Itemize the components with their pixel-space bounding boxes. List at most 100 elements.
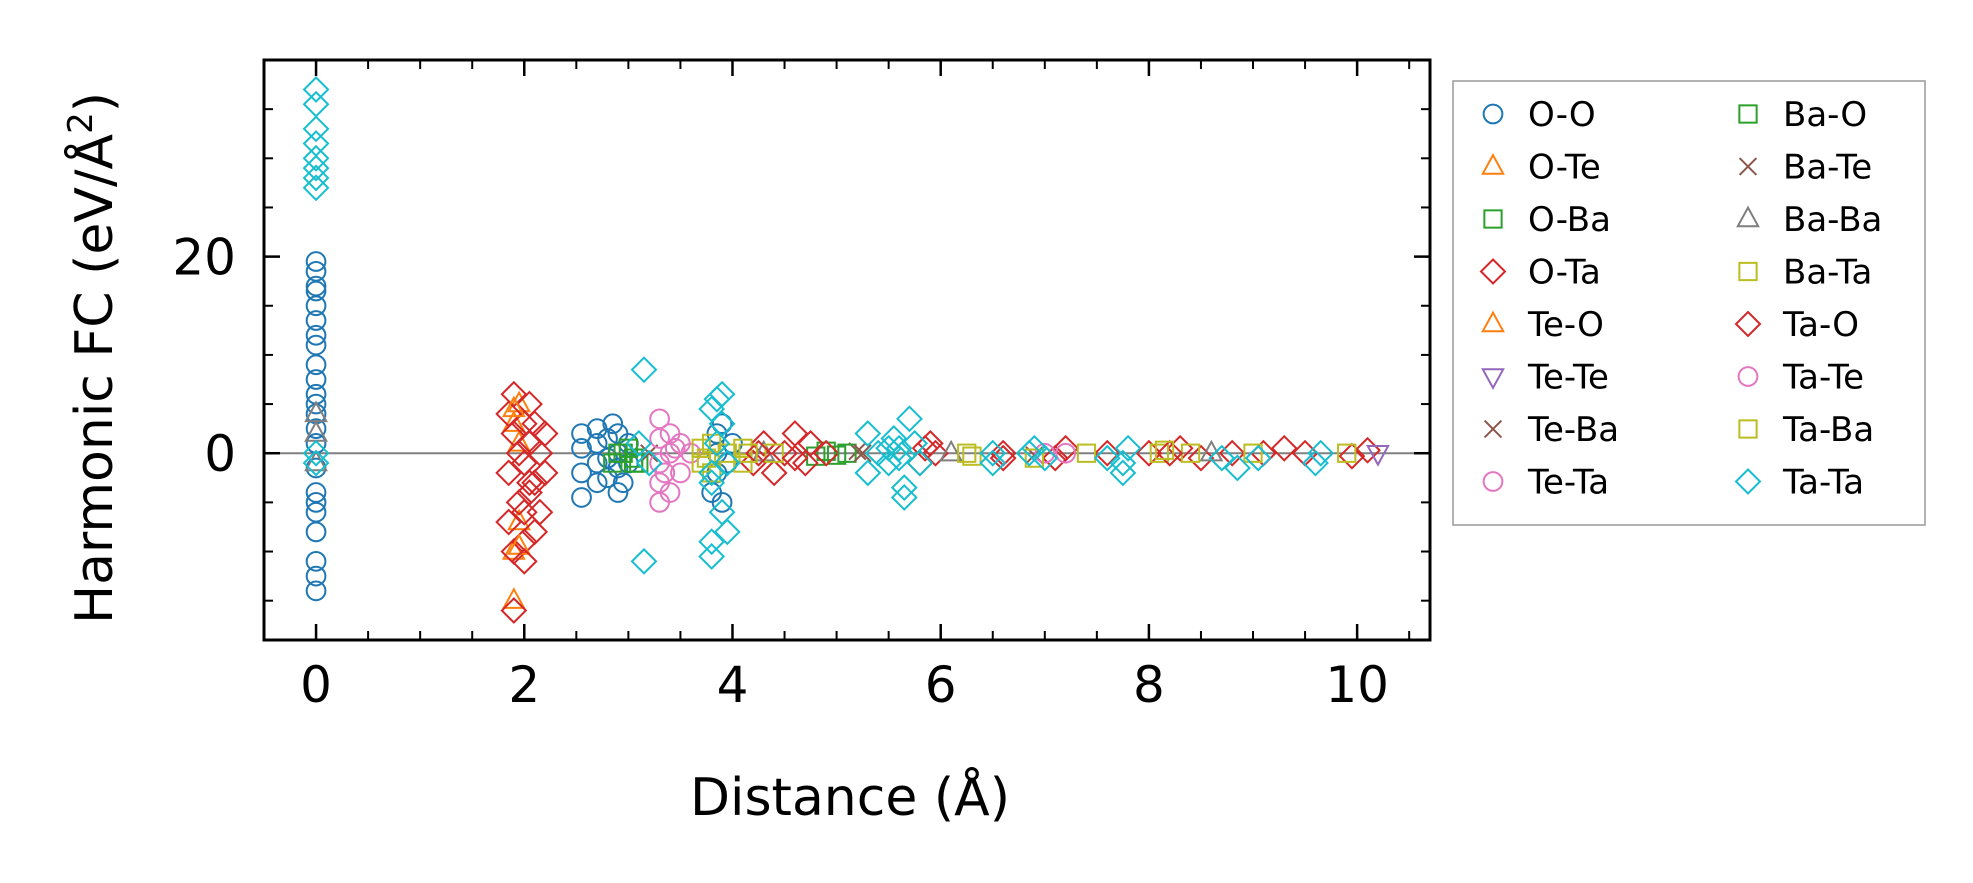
- legend-marker: [1481, 310, 1505, 333]
- data-point: [738, 443, 758, 463]
- legend-marker: [1481, 153, 1505, 175]
- data-point: [302, 154, 330, 182]
- data-point: [495, 459, 523, 487]
- data-point: [305, 310, 327, 331]
- data-point: [302, 115, 330, 143]
- y-axis-label-superscript: 2: [61, 112, 101, 134]
- data-point: [305, 580, 327, 602]
- x-tick-label: 0: [300, 656, 332, 714]
- series-te-ta: [649, 408, 1076, 513]
- data-point: [302, 164, 330, 192]
- data-point: [713, 449, 741, 477]
- data-point: [305, 482, 327, 503]
- series-ta-ta: [302, 76, 1335, 575]
- data-point: [495, 508, 523, 536]
- data-point: [510, 547, 538, 575]
- data-point: [837, 443, 857, 463]
- data-point: [302, 449, 330, 477]
- data-point: [500, 420, 528, 447]
- data-point: [708, 380, 736, 408]
- legend-item: Te-Ta: [1482, 463, 1609, 503]
- data-point: [922, 439, 949, 467]
- data-point: [703, 429, 731, 457]
- legend-marker: [1734, 310, 1762, 338]
- legend-marker: [1479, 258, 1507, 285]
- data-point: [764, 443, 784, 463]
- legend: O-O O-Te O-Ba O-Ta Te-O Te-Te Te-Ba Te-Ta Ba-O Ba…: [1452, 80, 1926, 526]
- data-point: [939, 439, 963, 462]
- data-point: [853, 444, 872, 463]
- data-point: [703, 385, 731, 413]
- legend-marker: [1734, 468, 1762, 495]
- data-point: [305, 251, 327, 272]
- data-point: [711, 492, 733, 513]
- data-point: [507, 429, 531, 452]
- legend-item: Ba-Ta: [1738, 253, 1872, 293]
- data-point: [571, 462, 592, 484]
- data-point: [501, 587, 526, 609]
- data-point: [979, 449, 1007, 477]
- legend-label: Te-Te: [1527, 358, 1609, 398]
- data-point: [698, 459, 726, 487]
- data-point: [698, 543, 726, 570]
- y-tick-label: 20: [172, 229, 236, 287]
- data-point: [875, 434, 903, 462]
- data-point: [495, 400, 523, 428]
- data-point: [607, 457, 629, 479]
- data-point: [890, 484, 918, 511]
- legend-marker: [1737, 366, 1759, 387]
- data-point: [1109, 459, 1137, 487]
- legend-marker: [1482, 471, 1504, 492]
- legend-label: Ba-Te: [1783, 148, 1872, 188]
- data-point: [531, 420, 559, 447]
- data-point: [1034, 442, 1056, 464]
- data-point: [305, 565, 327, 587]
- series-ta-o: [510, 410, 1184, 575]
- legend-label: Ba-Ta: [1783, 253, 1872, 293]
- data-point: [516, 479, 543, 506]
- x-tick-label: 8: [1133, 656, 1165, 714]
- legend-marker: [1738, 261, 1758, 282]
- legend-item: Ta-O: [1734, 305, 1859, 345]
- legend-item: Ba-O: [1738, 95, 1867, 135]
- data-point: [896, 405, 923, 433]
- data-point: [826, 445, 847, 465]
- data-point: [733, 453, 753, 473]
- data-point: [906, 449, 934, 477]
- legend-label: Ba-Ba: [1783, 200, 1882, 240]
- data-point: [957, 443, 977, 463]
- data-point: [739, 449, 767, 477]
- data-point: [305, 354, 327, 376]
- data-point: [1109, 449, 1137, 477]
- data-point: [848, 442, 867, 461]
- data-point: [670, 433, 691, 454]
- legend-label: O-Ta: [1528, 253, 1601, 293]
- y-axis-label-main: Harmonic FC (eV/Å: [63, 133, 125, 624]
- data-point: [305, 295, 327, 317]
- data-point: [302, 144, 330, 172]
- data-point: [1307, 439, 1335, 467]
- data-point: [713, 518, 741, 546]
- plot-frame: [262, 58, 1432, 642]
- data-point: [1187, 444, 1215, 472]
- data-point: [618, 438, 639, 458]
- data-point: [305, 334, 327, 356]
- data-point: [571, 437, 592, 459]
- data-point: [1055, 442, 1076, 464]
- data-point: [586, 472, 608, 494]
- y-axis-label-close: ): [65, 92, 125, 112]
- data-point: [1031, 444, 1059, 472]
- data-point: [501, 410, 526, 432]
- data-point: [1166, 434, 1194, 462]
- legend-item: Ta-Ba: [1738, 410, 1874, 450]
- data-point: [607, 482, 629, 503]
- data-point: [854, 459, 882, 487]
- axes-layer: 0 2 4 6 8 10 0 20: [172, 58, 1432, 714]
- data-point: [745, 439, 772, 467]
- legend-marker: [1483, 419, 1503, 439]
- data-point: [1024, 448, 1045, 468]
- data-point: [1243, 443, 1263, 463]
- data-point: [1208, 444, 1236, 472]
- data-point: [302, 130, 330, 157]
